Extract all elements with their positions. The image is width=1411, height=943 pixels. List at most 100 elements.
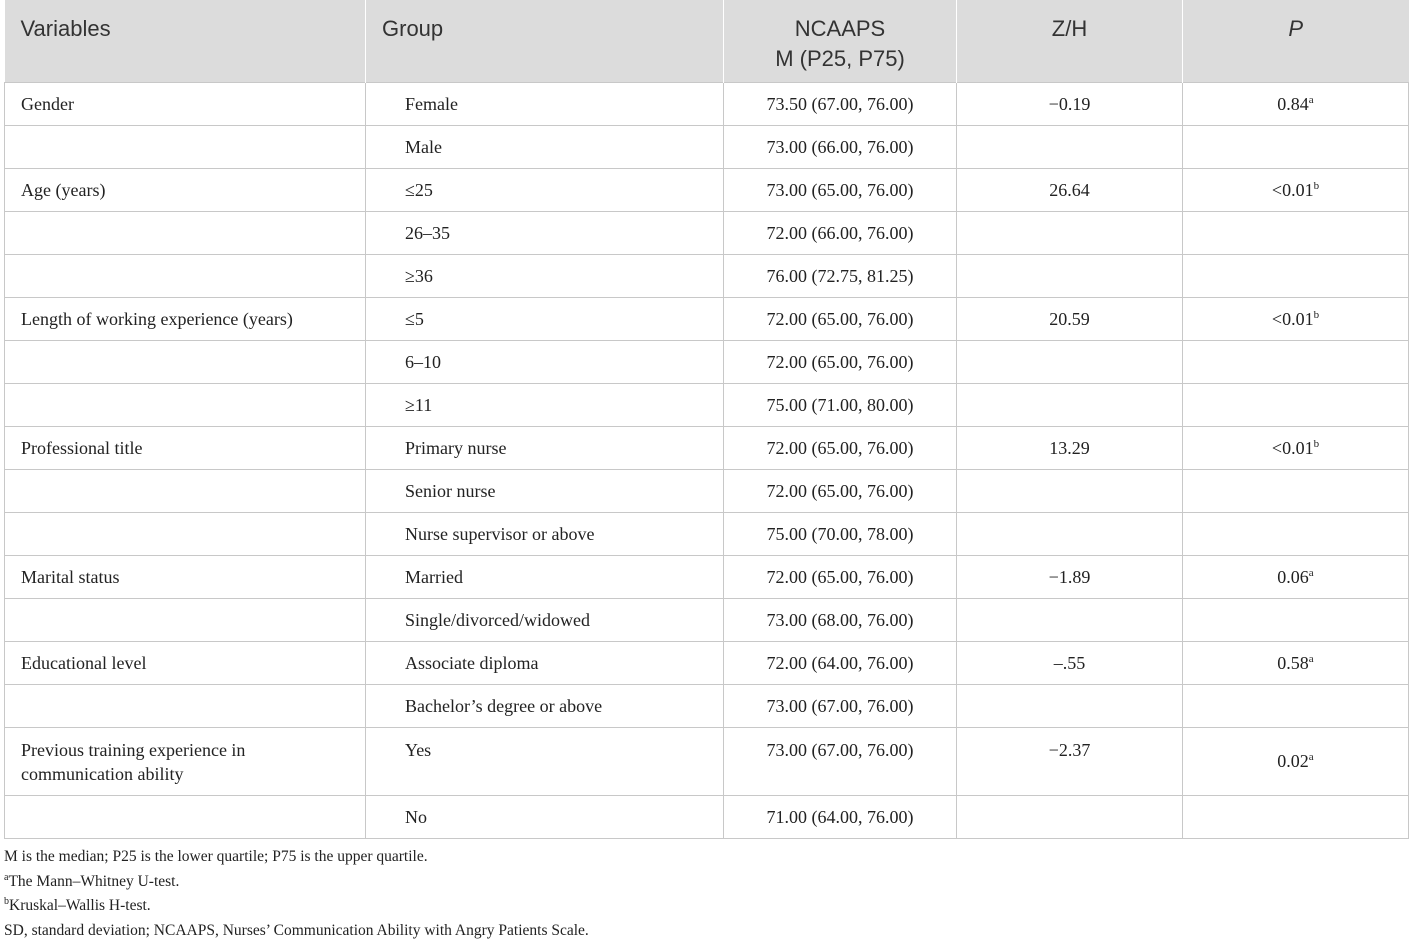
cell-ncaaps: 72.00 (65.00, 76.00) (724, 469, 957, 512)
cell-group: Female (366, 82, 724, 125)
cell-zh (957, 125, 1183, 168)
header-group: Group (366, 0, 724, 82)
cell-variable: Professional title (5, 426, 366, 469)
header-ncaaps: NCAAPS M (P25, P75) (724, 0, 957, 82)
cell-ncaaps: 72.00 (65.00, 76.00) (724, 297, 957, 340)
footnote-mann-whitney: aThe Mann–Whitney U-test. (4, 870, 589, 895)
cell-zh (957, 512, 1183, 555)
cell-zh (957, 598, 1183, 641)
cell-variable (5, 340, 366, 383)
footnote-median: M is the median; P25 is the lower quarti… (4, 845, 589, 870)
cell-ncaaps: 72.00 (65.00, 76.00) (724, 340, 957, 383)
p-value-superscript: b (1314, 309, 1320, 321)
cell-p (1183, 254, 1409, 297)
cell-p (1183, 383, 1409, 426)
cell-ncaaps: 75.00 (70.00, 78.00) (724, 512, 957, 555)
cell-variable (5, 512, 366, 555)
cell-ncaaps: 72.00 (65.00, 76.00) (724, 426, 957, 469)
cell-zh (957, 684, 1183, 727)
p-value-superscript: a (1309, 94, 1314, 106)
cell-variable: Gender (5, 82, 366, 125)
footnote-kruskal-wallis-text: Kruskal–Wallis H-test. (9, 897, 151, 914)
p-value: 0.06 (1277, 567, 1309, 587)
cell-group: Senior nurse (366, 469, 724, 512)
cell-p (1183, 340, 1409, 383)
p-value-superscript: b (1314, 180, 1320, 192)
cell-variable (5, 684, 366, 727)
p-value: <0.01 (1272, 309, 1314, 329)
p-value-superscript: b (1314, 438, 1320, 450)
cell-group: 6–10 (366, 340, 724, 383)
table-footnotes: M is the median; P25 is the lower quarti… (4, 845, 589, 943)
cell-group: ≤5 (366, 297, 724, 340)
cell-variable (5, 211, 366, 254)
cell-ncaaps: 71.00 (64.00, 76.00) (724, 795, 957, 838)
cell-ncaaps: 72.00 (66.00, 76.00) (724, 211, 957, 254)
cell-group: Primary nurse (366, 426, 724, 469)
cell-zh: −0.19 (957, 82, 1183, 125)
cell-zh: −1.89 (957, 555, 1183, 598)
header-zh: Z/H (957, 0, 1183, 82)
cell-variable (5, 598, 366, 641)
cell-p (1183, 211, 1409, 254)
cell-group: Associate diploma (366, 641, 724, 684)
cell-ncaaps: 73.00 (66.00, 76.00) (724, 125, 957, 168)
cell-ncaaps: 72.00 (64.00, 76.00) (724, 641, 957, 684)
cell-p (1183, 684, 1409, 727)
cell-variable (5, 469, 366, 512)
header-ncaaps-line1: NCAAPS (740, 14, 940, 44)
cell-ncaaps: 76.00 (72.75, 81.25) (724, 254, 957, 297)
p-value-superscript: a (1309, 653, 1314, 665)
p-value-superscript: a (1309, 751, 1314, 763)
table-row: Previous training experience in communic… (5, 727, 1409, 795)
cell-p: 0.06a (1183, 555, 1409, 598)
header-ncaaps-line2: M (P25, P75) (740, 44, 940, 74)
cell-p (1183, 598, 1409, 641)
cell-zh: 20.59 (957, 297, 1183, 340)
cell-variable (5, 795, 366, 838)
cell-p (1183, 512, 1409, 555)
cell-variable: Age (years) (5, 168, 366, 211)
cell-zh (957, 383, 1183, 426)
p-value-superscript: a (1309, 567, 1314, 579)
cell-group: Single/divorced/widowed (366, 598, 724, 641)
header-row: Variables Group NCAAPS M (P25, P75) Z/H … (5, 0, 1409, 82)
cell-variable (5, 254, 366, 297)
cell-p (1183, 125, 1409, 168)
cell-zh (957, 469, 1183, 512)
cell-p: <0.01b (1183, 426, 1409, 469)
cell-p (1183, 795, 1409, 838)
p-value: 0.02 (1277, 751, 1309, 771)
cell-zh (957, 795, 1183, 838)
cell-zh (957, 340, 1183, 383)
cell-zh: 26.64 (957, 168, 1183, 211)
cell-ncaaps: 73.00 (67.00, 76.00) (724, 684, 957, 727)
cell-ncaaps: 73.50 (67.00, 76.00) (724, 82, 957, 125)
cell-p: <0.01b (1183, 297, 1409, 340)
p-value: 0.58 (1277, 653, 1309, 673)
cell-ncaaps: 73.00 (68.00, 76.00) (724, 598, 957, 641)
cell-p (1183, 469, 1409, 512)
cell-variable: Educational level (5, 641, 366, 684)
cell-zh: −2.37 (957, 727, 1183, 795)
cell-ncaaps: 73.00 (67.00, 76.00) (724, 727, 957, 795)
table-header: Variables Group NCAAPS M (P25, P75) Z/H … (5, 0, 1409, 82)
cell-variable: Previous training experience in communic… (5, 727, 366, 795)
cell-ncaaps: 75.00 (71.00, 80.00) (724, 383, 957, 426)
footnote-mann-whitney-text: The Mann–Whitney U-test. (8, 873, 179, 890)
cell-group: Male (366, 125, 724, 168)
cell-group: ≤25 (366, 168, 724, 211)
cell-zh: –.55 (957, 641, 1183, 684)
cell-p: 0.58a (1183, 641, 1409, 684)
cell-variable: Marital status (5, 555, 366, 598)
cell-group: ≥36 (366, 254, 724, 297)
